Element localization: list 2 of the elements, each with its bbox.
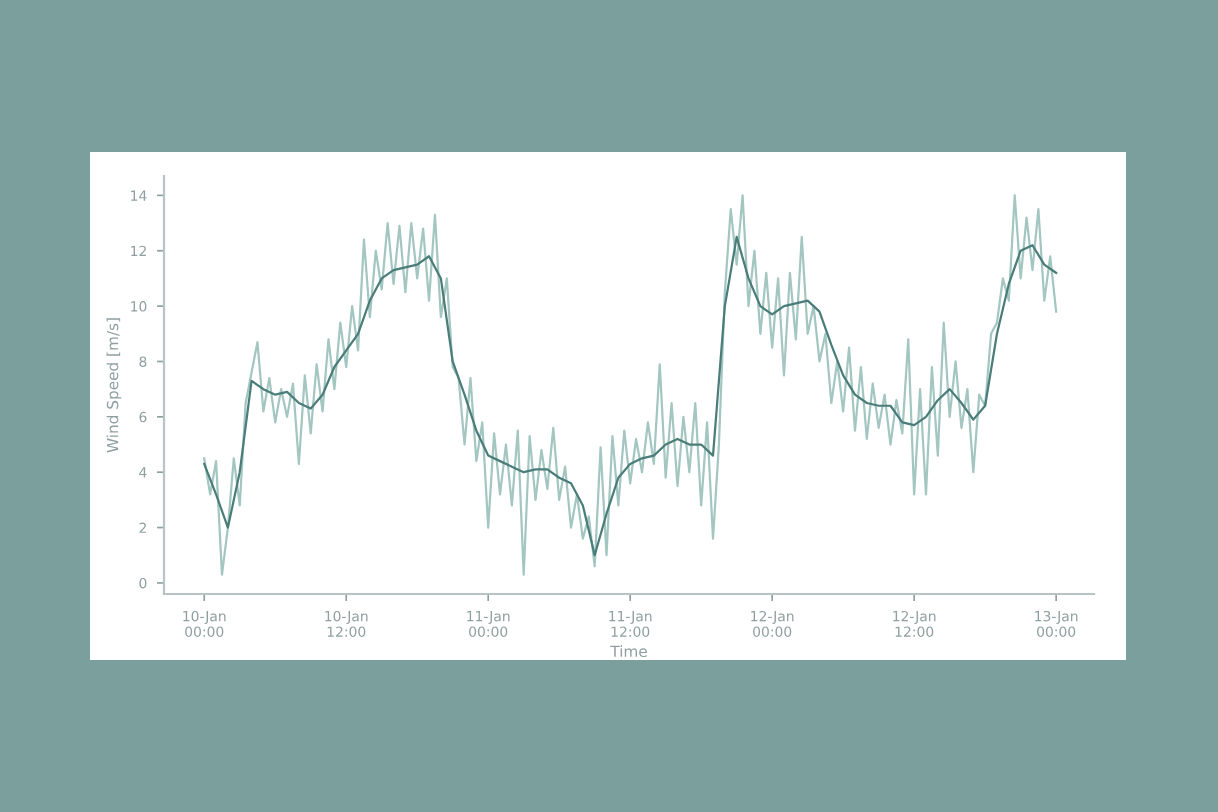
line-series <box>203 194 1058 576</box>
line-series <box>203 235 1058 557</box>
